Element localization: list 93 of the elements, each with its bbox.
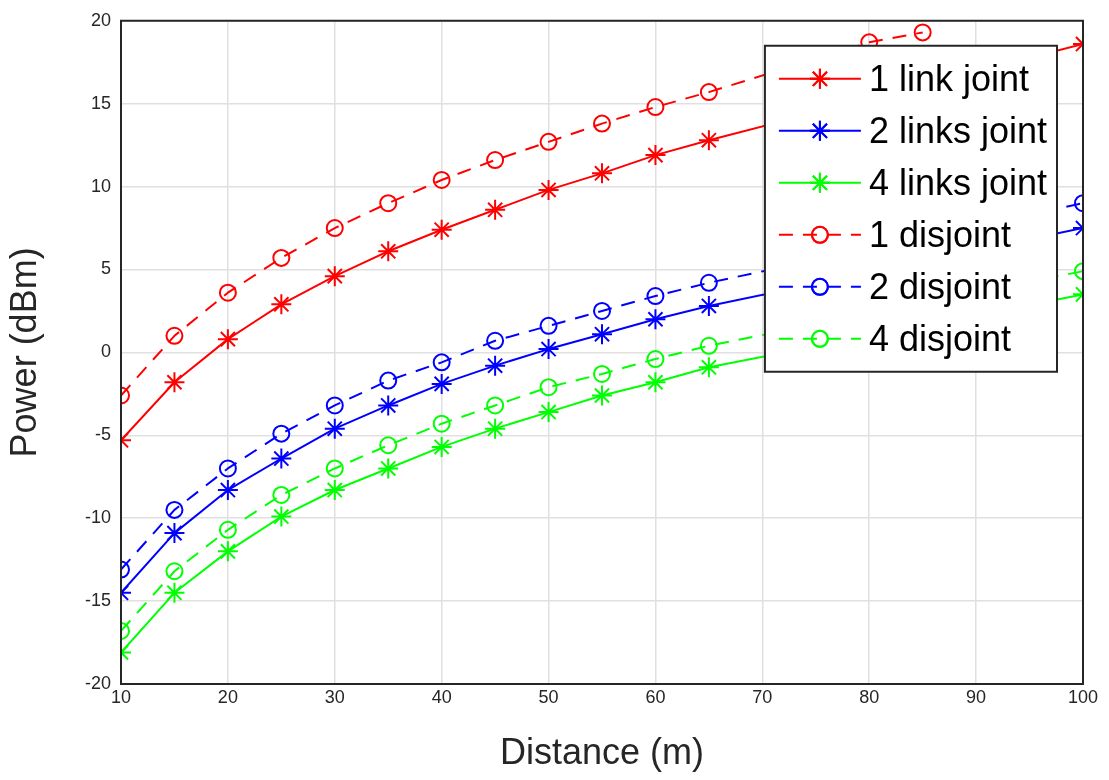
point bbox=[591, 384, 613, 407]
point bbox=[323, 479, 346, 502]
point bbox=[270, 505, 293, 528]
y-axis-title: Power (dBm) bbox=[2, 247, 44, 458]
point bbox=[644, 371, 667, 394]
point bbox=[699, 273, 718, 292]
point bbox=[325, 396, 344, 415]
point bbox=[697, 129, 720, 152]
x-tick-label: 60 bbox=[645, 686, 666, 707]
point bbox=[377, 240, 400, 263]
point bbox=[593, 114, 611, 133]
legend-label: 4 links joint bbox=[868, 161, 1048, 203]
x-tick-label: 100 bbox=[1067, 686, 1099, 707]
point bbox=[644, 308, 667, 331]
x-tick-label: 80 bbox=[859, 686, 880, 707]
y-tick-label: 5 bbox=[100, 258, 111, 279]
point bbox=[216, 328, 239, 351]
point bbox=[272, 248, 291, 267]
point bbox=[644, 144, 667, 167]
y-tick-label: -15 bbox=[84, 590, 111, 611]
y-tick-label: 0 bbox=[100, 341, 111, 362]
point bbox=[163, 522, 186, 545]
point bbox=[646, 98, 665, 117]
legend-label: 4 disjoint bbox=[868, 317, 1012, 359]
point bbox=[165, 500, 184, 519]
point bbox=[593, 301, 611, 320]
point bbox=[165, 562, 184, 581]
y-tick-label: 20 bbox=[90, 9, 111, 30]
point bbox=[430, 218, 453, 241]
legend-label: 1 disjoint bbox=[868, 213, 1012, 255]
point bbox=[379, 194, 398, 213]
point bbox=[484, 354, 507, 377]
x-tick-label: 50 bbox=[538, 686, 559, 707]
point bbox=[270, 447, 293, 470]
point bbox=[218, 459, 237, 478]
point bbox=[537, 178, 560, 201]
legend-label: 2 links joint bbox=[868, 109, 1048, 151]
point bbox=[697, 294, 720, 317]
point bbox=[430, 372, 453, 395]
legend-label: 2 disjoint bbox=[868, 265, 1012, 307]
point bbox=[646, 287, 665, 306]
point bbox=[377, 394, 400, 417]
point bbox=[163, 371, 186, 394]
point bbox=[270, 293, 293, 316]
point bbox=[218, 283, 237, 302]
x-tick-label: 30 bbox=[324, 686, 345, 707]
x-tick-label: 40 bbox=[431, 686, 452, 707]
point bbox=[646, 350, 665, 369]
x-axis-title: Distance (m) bbox=[499, 731, 705, 773]
point bbox=[484, 198, 507, 221]
x-tick-label: 20 bbox=[217, 686, 238, 707]
x-tick-label: 90 bbox=[966, 686, 987, 707]
point bbox=[486, 396, 505, 415]
point bbox=[379, 436, 398, 455]
point bbox=[484, 417, 507, 440]
point bbox=[537, 401, 560, 424]
point bbox=[325, 219, 344, 238]
point bbox=[218, 520, 237, 539]
point bbox=[537, 338, 560, 361]
y-tick-label: -10 bbox=[84, 507, 111, 528]
point bbox=[163, 581, 186, 604]
point bbox=[486, 331, 505, 350]
y-tick-label: 10 bbox=[90, 175, 111, 196]
point bbox=[323, 417, 346, 440]
point bbox=[323, 265, 346, 288]
point bbox=[539, 132, 558, 151]
legend-label: 1 link joint bbox=[868, 57, 1030, 99]
point bbox=[593, 364, 611, 383]
point bbox=[591, 323, 613, 346]
point bbox=[272, 485, 291, 504]
point bbox=[430, 435, 453, 458]
point bbox=[165, 326, 184, 345]
point bbox=[539, 378, 558, 397]
point bbox=[539, 316, 558, 335]
point bbox=[699, 336, 718, 355]
point bbox=[591, 162, 613, 185]
point bbox=[486, 151, 505, 170]
point bbox=[216, 479, 239, 502]
y-tick-label: -5 bbox=[94, 424, 111, 445]
y-tick-label: 15 bbox=[90, 92, 111, 113]
point bbox=[432, 353, 451, 372]
point bbox=[379, 371, 398, 390]
x-tick-label: 70 bbox=[752, 686, 773, 707]
point bbox=[272, 424, 291, 443]
point bbox=[697, 356, 720, 379]
point bbox=[432, 414, 451, 433]
point bbox=[377, 457, 400, 480]
point bbox=[699, 83, 718, 102]
y-tick-label: -20 bbox=[84, 672, 111, 693]
point bbox=[216, 540, 239, 563]
point bbox=[432, 170, 451, 189]
point bbox=[325, 459, 344, 478]
point bbox=[913, 23, 932, 42]
